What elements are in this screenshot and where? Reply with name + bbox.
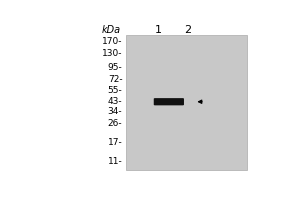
Text: 26-: 26- — [108, 119, 122, 128]
Text: 95-: 95- — [108, 63, 122, 72]
Text: kDa: kDa — [102, 25, 121, 35]
Text: 34-: 34- — [108, 107, 122, 116]
FancyBboxPatch shape — [154, 98, 184, 105]
Text: 43-: 43- — [108, 97, 122, 106]
Text: 1: 1 — [155, 25, 162, 35]
Text: 130-: 130- — [102, 49, 122, 58]
Text: 17-: 17- — [108, 138, 122, 147]
Text: 11-: 11- — [108, 157, 122, 166]
Text: 72-: 72- — [108, 75, 122, 84]
Bar — [126, 35, 247, 170]
Text: 170-: 170- — [102, 37, 122, 46]
Text: 55-: 55- — [108, 86, 122, 95]
Text: 2: 2 — [184, 25, 191, 35]
